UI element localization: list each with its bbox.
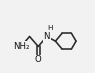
Text: N: N [44,32,50,41]
Text: NH₂: NH₂ [13,42,29,51]
Text: O: O [35,55,42,64]
Text: H: H [47,25,53,31]
